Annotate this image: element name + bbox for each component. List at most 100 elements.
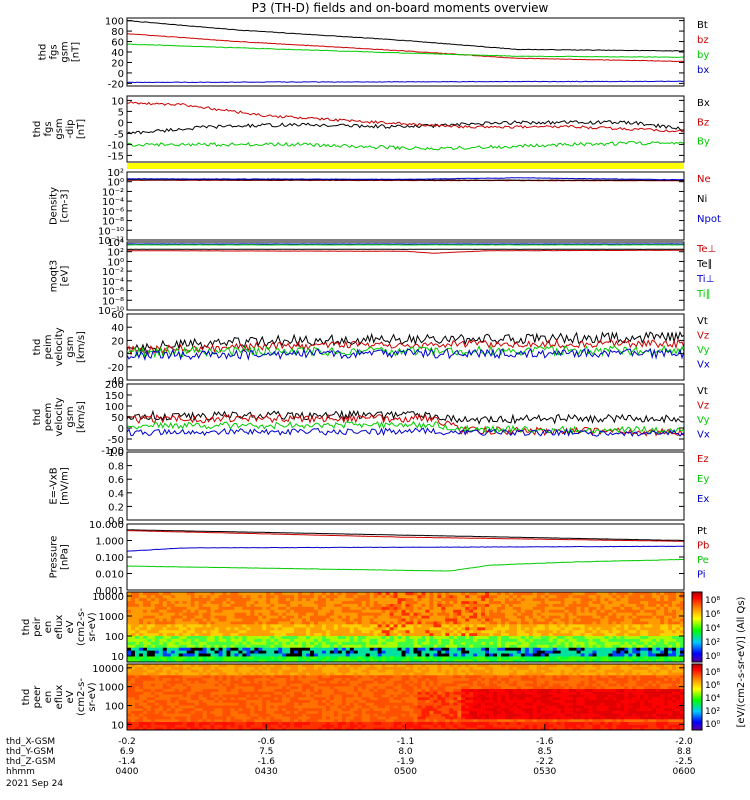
heatmap-cell [218,705,223,709]
heatmap-cell [349,727,355,731]
heatmap-cell [329,594,335,599]
heatmap-cell [493,650,498,654]
heatmap-cell [660,635,665,639]
heatmap-cell [198,677,203,681]
heatmap-cell [302,666,307,670]
heatmap-cell [612,656,617,660]
heatmap-cell [254,713,259,717]
heatmap-cell [680,638,685,642]
heatmap-cell [210,632,215,637]
heatmap-cell [401,592,406,596]
heatmap-cell [170,675,176,679]
heatmap-cell [401,635,406,639]
heatmap-cell [628,632,633,637]
heatmap-cell [166,644,172,648]
heatmap-cell [425,594,430,599]
heatmap-cell [437,621,442,625]
heatmap-cell [604,612,609,616]
heatmap-cell [266,627,271,631]
legend-entry: bx [697,65,709,76]
heatmap-cell [317,691,323,695]
heatmap-cell [500,650,506,654]
heatmap-cell [262,615,267,619]
heatmap-cell [222,656,227,660]
heatmap-cell [433,592,438,596]
heatmap-cell [194,656,199,660]
heatmap-cell [250,713,255,717]
heatmap-cell [266,600,271,604]
heatmap-cell [298,677,303,681]
heatmap-cell [341,694,347,698]
heatmap-cell [238,664,243,668]
heatmap-cell [317,721,323,725]
heatmap-cell [294,686,299,690]
heatmap-cell [453,600,458,604]
heatmap-cell [234,609,239,613]
heatmap-cell [214,666,219,670]
heatmap-cell [226,664,231,668]
heatmap-cell [238,592,243,596]
heatmap-cell [230,644,235,648]
heatmap-cell [465,603,470,607]
heatmap-cell [528,644,534,648]
heatmap-cell [230,618,235,622]
heatmap-cell [158,659,164,663]
heatmap-cell [298,680,303,684]
heatmap-cell [234,686,239,690]
heatmap-cell [138,727,144,731]
heatmap-cell [373,656,378,660]
heatmap-cell [270,666,275,670]
heatmap-cell [254,683,259,687]
heatmap-cell [325,727,331,731]
heatmap-cell [174,705,180,709]
heatmap-cell [341,638,347,642]
heatmap-cell [413,629,418,634]
heatmap-cell [512,635,518,639]
heatmap-cell [473,600,478,604]
heatmap-cell [652,592,657,596]
heatmap-cell [206,592,211,596]
heatmap-cell [341,669,347,673]
heatmap-cell [524,600,530,604]
heatmap-cell [170,597,176,602]
heatmap-cell [405,650,410,654]
heatmap-cell [668,603,673,607]
heatmap-cell [298,641,303,645]
heatmap-cell [556,609,561,613]
heatmap-cell [333,635,339,639]
heatmap-cell [218,697,223,701]
heatmap-cell [127,705,132,709]
heatmap-cell [425,632,430,637]
heatmap-cell [572,621,577,625]
heatmap-cell [429,653,434,657]
heatmap-cell [294,609,299,613]
heatmap-cell [262,702,267,706]
heatmap-cell [337,719,343,723]
heatmap-cell [405,594,410,599]
heatmap-cell [214,612,219,616]
heatmap-cell [218,600,223,604]
heatmap-cell [222,653,227,657]
heatmap-cell [246,666,251,670]
heatmap-cell [680,615,685,619]
heatmap-cell [214,635,219,639]
heatmap-cell [178,664,183,668]
heatmap-cell [632,650,637,654]
heatmap-cell [524,644,530,648]
heatmap-cell [130,632,136,637]
heatmap-cell [413,600,418,604]
heatmap-cell [262,594,267,599]
heatmap-cell [218,647,223,651]
heatmap-cell [668,632,673,637]
heatmap-cell [262,638,267,642]
heatmap-cell [668,656,673,660]
heatmap-cell [158,603,164,607]
legend-entry: Ez [697,454,709,465]
heatmap-cell [604,624,609,628]
heatmap-cell [325,659,331,663]
heatmap-cell [222,694,227,698]
y-tick-label: 50 [111,413,124,424]
heatmap-cell [592,618,597,622]
heatmap-cell [357,644,363,648]
heatmap-cell [166,650,172,654]
